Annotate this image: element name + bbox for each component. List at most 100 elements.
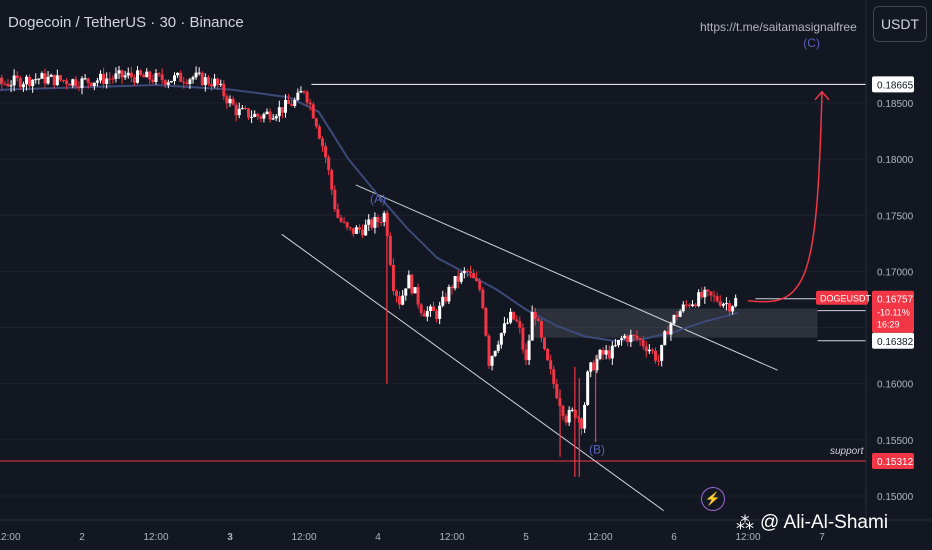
candle-body [330, 170, 334, 190]
candle-body [160, 74, 164, 81]
candle-body [287, 99, 291, 105]
candle-body [469, 271, 472, 274]
candle-body [373, 217, 377, 228]
candle-body [6, 83, 10, 87]
candle-body [173, 75, 176, 82]
candle-body [314, 118, 318, 127]
candle-body [592, 362, 596, 371]
price-tick-label: 0.16000 [877, 380, 914, 391]
candle-body [706, 289, 710, 292]
candle-body [89, 82, 93, 87]
candle-body [34, 79, 38, 81]
support-label: support [830, 446, 865, 457]
candle-body [524, 349, 528, 361]
candle-body [635, 335, 639, 339]
price-tick-label: 0.15500 [877, 436, 914, 447]
candle-body [518, 321, 522, 328]
candle-body [308, 102, 312, 105]
candle-body [188, 79, 192, 84]
candle-body [166, 82, 170, 85]
candle-body [595, 358, 599, 371]
candle-body [86, 78, 90, 83]
candle-body [391, 264, 395, 292]
candle-body [428, 306, 432, 311]
candle-body [644, 346, 648, 352]
candle-body [253, 113, 257, 117]
candle-body [280, 107, 284, 113]
projection-curve [747, 91, 823, 303]
candle-body [163, 80, 167, 85]
current-price-tag-bg [872, 290, 914, 333]
candle-body [219, 83, 223, 85]
resistance-price-tag: 0.18665 [877, 80, 914, 91]
candle-body [530, 312, 534, 341]
candle-body [206, 77, 210, 85]
candle-body [610, 345, 614, 359]
candle-body [305, 91, 309, 103]
candle-body [3, 83, 7, 85]
candle-body [117, 70, 121, 74]
candle-body [675, 315, 679, 317]
resistance-price-tag-bg [872, 76, 914, 93]
time-tick-label: 5 [523, 532, 529, 543]
current-price: 0.16757 [877, 295, 914, 306]
candle-body [425, 310, 429, 317]
candle-body [358, 227, 361, 230]
candle-body [496, 344, 500, 351]
time-tick-label: 4 [375, 532, 381, 543]
candle-body [129, 72, 133, 78]
candle-body [552, 369, 556, 384]
candle-body [564, 416, 568, 423]
candle-body [354, 227, 358, 234]
candle-body [669, 323, 673, 335]
candle-body [728, 303, 731, 312]
candle-body [333, 189, 337, 210]
candle-body [176, 72, 180, 76]
candle-body [456, 276, 460, 282]
telegram-link[interactable]: https://t.me/saitamasignalfree [700, 20, 857, 34]
candle-body [293, 99, 297, 106]
candle-body [432, 306, 435, 311]
candle-body [123, 75, 127, 78]
candle-body [650, 349, 654, 351]
candle-body [487, 335, 491, 366]
candle-body [345, 222, 349, 228]
chart-title: Dogecoin / TetherUS · 30 · Binance [8, 14, 244, 31]
zone-price-tag: 0.16382 [877, 337, 914, 348]
candle-body [499, 333, 503, 345]
candle-body [339, 217, 343, 222]
candle-body [509, 311, 513, 323]
candle-body [379, 222, 383, 224]
candle-body [715, 296, 719, 302]
candle-body [490, 356, 494, 366]
lightning-icon[interactable]: ⚡ [701, 487, 725, 511]
time-tick-label: 12:00 [587, 532, 612, 543]
candle-body [200, 72, 204, 86]
candle-body [169, 81, 173, 83]
candle-body [265, 111, 269, 114]
candle-body [197, 72, 201, 74]
candle-body [148, 71, 152, 80]
candle-body [444, 296, 448, 302]
candle-body [419, 304, 423, 314]
candle-body [271, 118, 275, 120]
candle-body [52, 74, 56, 86]
candle-body [120, 70, 124, 78]
candle-body [632, 334, 636, 336]
candle-body [687, 304, 691, 307]
candle-body [277, 107, 281, 117]
candle-body [376, 217, 380, 223]
candle-body [647, 349, 651, 352]
candle-body [506, 322, 509, 324]
candle-body [654, 350, 657, 361]
price-tick-label: 0.18500 [877, 99, 914, 110]
candle-body [324, 146, 328, 158]
currency-button[interactable]: USDT [873, 6, 927, 42]
candle-body [231, 98, 235, 105]
candle-body [626, 335, 630, 343]
candle-body [407, 274, 411, 289]
watermark-text: @ Ali-Al-Shami [760, 512, 889, 533]
candle-body [114, 73, 118, 79]
